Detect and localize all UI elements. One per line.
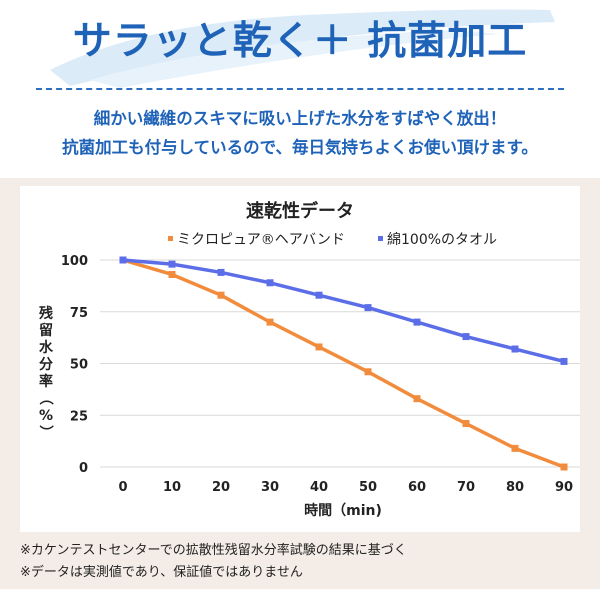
chart-series [119,256,568,471]
subtitle-line-2: 抗菌加工も付与しているので、毎日気持ちよくお使い頂けます。 [62,138,538,157]
x-tick-label: 40 [310,480,328,495]
x-tick-label: 50 [359,480,377,495]
data-point [560,357,568,365]
x-tick-label: 20 [212,480,230,495]
dashed-divider [36,88,564,90]
y-axis-label-char: 水 [39,339,54,356]
y-tick-label: 100 [61,254,88,269]
headline: サラッと乾く＋ 抗菌加工 [72,19,528,64]
y-tick-label: 25 [70,409,88,424]
data-point [511,444,519,452]
series-line-1 [121,258,566,469]
x-tick-label: 60 [408,480,426,495]
footnote-1: ※カケンテストセンターでの拡散性残留水分率試験の結果に基づく [20,543,407,558]
y-axis-label-char: 留 [39,322,53,339]
data-point [413,318,421,326]
x-tick-label: 80 [506,480,524,495]
y-axis-label-char: % [39,408,53,424]
data-point [364,304,372,312]
y-tick-label: 50 [70,358,88,373]
data-point [217,291,225,299]
data-point [168,270,176,278]
data-point [119,256,127,264]
y-axis-label-char: 率 [39,373,53,390]
data-point [462,420,470,428]
legend-swatch [168,236,173,241]
x-tick-label: 0 [118,480,127,495]
legend-swatch [378,236,383,241]
x-axis-label: 時間（min) [304,502,382,519]
data-point [315,291,323,299]
chart-card [20,186,580,532]
x-tick-label: 30 [261,480,279,495]
footnotes: ※カケンテストセンターでの拡散性残留水分率試験の結果に基づく ※データは実測値で… [20,540,590,584]
y-tick-label: 75 [70,306,88,321]
footnote-2: ※データは実測値であり、保証値ではありません [20,565,303,580]
y-axis: 0 25 50 75 100 [61,254,88,476]
y-axis-label: 残留水分率（%） [37,305,54,439]
subtitle-line-1: 細かい繊維のスキマに吸い上げた水分をすばやく放出！ [93,109,507,128]
y-axis-label-char: ） [37,425,53,439]
data-point [511,345,519,353]
data-point [364,368,372,376]
data-point [168,260,176,268]
subtitle: 細かい繊維のスキマに吸い上げた水分をすばやく放出！ 抗菌加工も付与しているので、… [0,104,600,162]
x-tick-label: 90 [555,480,573,495]
chart-legend: ミクロピュア®ヘアバンド 綿100%のタオル [168,232,497,248]
data-point [315,343,323,351]
x-axis: 0 10 20 30 40 50 60 70 80 90 [118,480,573,495]
data-point [560,463,568,471]
legend-label: 綿100%のタオル [387,232,497,248]
data-point [462,333,470,341]
y-tick-label: 0 [79,461,88,476]
header-section: サラッと乾く＋ 抗菌加工 細かい繊維のスキマに吸い上げた水分をすばやく放出！ 抗… [0,0,600,178]
chart-title: 速乾性データ [246,200,354,222]
y-axis-label-char: 残 [39,305,53,322]
legend-label: ミクロピュア®ヘアバンド [177,232,345,248]
data-point [266,279,274,287]
data-point [413,395,421,403]
y-axis-label-char: 分 [39,357,53,373]
data-point [266,318,274,326]
brush-stroke-decoration [50,9,555,88]
chart-grid [100,259,580,468]
x-tick-label: 70 [457,480,475,495]
x-tick-label: 10 [163,480,181,495]
y-axis-label-char: （ [37,391,53,405]
series-line-2 [121,258,566,364]
data-point [217,268,225,276]
